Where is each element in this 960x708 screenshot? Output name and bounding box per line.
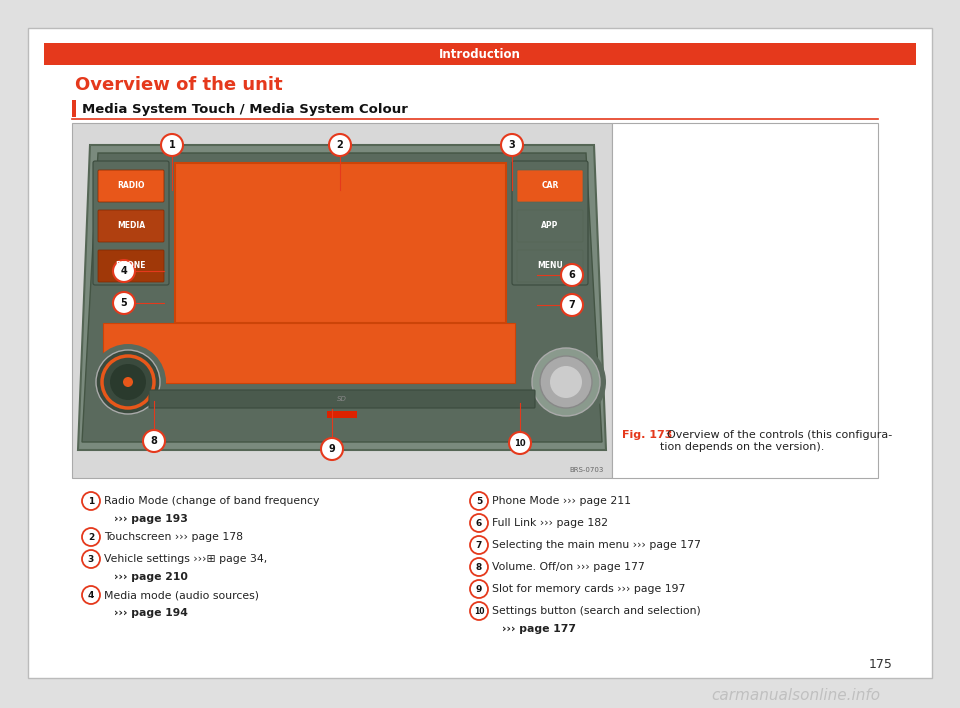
Text: SD: SD <box>337 396 347 402</box>
Text: 1: 1 <box>88 496 94 506</box>
Text: CAR: CAR <box>541 181 559 190</box>
Text: Media mode (audio sources): Media mode (audio sources) <box>104 590 259 600</box>
Circle shape <box>113 292 135 314</box>
Circle shape <box>90 344 166 420</box>
FancyBboxPatch shape <box>93 161 169 285</box>
Text: Selecting the main menu ››› page 177: Selecting the main menu ››› page 177 <box>492 540 701 550</box>
Circle shape <box>470 602 488 620</box>
FancyBboxPatch shape <box>28 28 932 678</box>
Text: Overview of the controls (this configura-
tion depends on the version).: Overview of the controls (this configura… <box>660 430 892 452</box>
Text: 2: 2 <box>337 140 344 150</box>
Circle shape <box>470 558 488 576</box>
Text: 10: 10 <box>473 607 484 615</box>
Text: Slot for memory cards ››› page 197: Slot for memory cards ››› page 197 <box>492 584 685 594</box>
Circle shape <box>561 264 583 286</box>
Text: 3: 3 <box>88 554 94 564</box>
Circle shape <box>509 432 531 454</box>
Circle shape <box>329 134 351 156</box>
Text: 1: 1 <box>169 140 176 150</box>
Text: 5: 5 <box>121 298 128 308</box>
Text: Overview of the unit: Overview of the unit <box>75 76 282 94</box>
FancyBboxPatch shape <box>612 123 878 478</box>
FancyBboxPatch shape <box>517 250 583 282</box>
Circle shape <box>321 438 343 460</box>
Circle shape <box>102 356 154 408</box>
Text: 4: 4 <box>87 590 94 600</box>
Circle shape <box>143 430 165 452</box>
Text: ››› page 193: ››› page 193 <box>114 514 188 524</box>
Polygon shape <box>82 153 602 442</box>
Circle shape <box>110 364 146 400</box>
FancyBboxPatch shape <box>72 123 612 478</box>
FancyBboxPatch shape <box>44 43 916 65</box>
Text: MEDIA: MEDIA <box>117 222 145 231</box>
FancyBboxPatch shape <box>175 163 506 323</box>
Text: 5: 5 <box>476 496 482 506</box>
Text: Introduction: Introduction <box>439 47 521 60</box>
Circle shape <box>161 134 183 156</box>
Text: 8: 8 <box>151 436 157 446</box>
Text: Full Link ››› page 182: Full Link ››› page 182 <box>492 518 608 528</box>
FancyBboxPatch shape <box>98 210 164 242</box>
Text: 9: 9 <box>328 444 335 454</box>
Text: MENU: MENU <box>538 261 563 270</box>
Circle shape <box>82 492 100 510</box>
Circle shape <box>470 514 488 532</box>
Text: 7: 7 <box>568 300 575 310</box>
Circle shape <box>470 492 488 510</box>
FancyBboxPatch shape <box>517 170 583 202</box>
Circle shape <box>470 580 488 598</box>
Text: Media System Touch / Media System Colour: Media System Touch / Media System Colour <box>82 103 408 115</box>
FancyBboxPatch shape <box>149 390 535 408</box>
Text: Volume. Off/on ››› page 177: Volume. Off/on ››› page 177 <box>492 562 645 572</box>
Text: 2: 2 <box>88 532 94 542</box>
Text: PHONE: PHONE <box>116 261 146 270</box>
Circle shape <box>82 550 100 568</box>
Polygon shape <box>78 145 606 450</box>
Text: 4: 4 <box>121 266 128 276</box>
Text: 9: 9 <box>476 585 482 593</box>
Circle shape <box>540 356 592 408</box>
FancyBboxPatch shape <box>98 170 164 202</box>
Circle shape <box>532 348 600 416</box>
Text: APP: APP <box>541 222 559 231</box>
Text: Touchscreen ››› page 178: Touchscreen ››› page 178 <box>104 532 243 542</box>
Circle shape <box>470 536 488 554</box>
FancyBboxPatch shape <box>512 161 588 285</box>
Text: BRS-0703: BRS-0703 <box>569 467 604 473</box>
Text: 6: 6 <box>476 518 482 527</box>
Text: 175: 175 <box>869 658 893 670</box>
FancyBboxPatch shape <box>98 250 164 282</box>
Text: 6: 6 <box>568 270 575 280</box>
Circle shape <box>526 342 606 422</box>
Text: Phone Mode ››› page 211: Phone Mode ››› page 211 <box>492 496 631 506</box>
Text: RADIO: RADIO <box>117 181 145 190</box>
Text: Settings button (search and selection): Settings button (search and selection) <box>492 606 701 616</box>
Circle shape <box>96 350 160 414</box>
Text: 10: 10 <box>515 438 526 447</box>
Text: 7: 7 <box>476 540 482 549</box>
Circle shape <box>501 134 523 156</box>
Text: carmanualsonline.info: carmanualsonline.info <box>710 688 880 704</box>
Circle shape <box>561 294 583 316</box>
Circle shape <box>123 377 133 387</box>
Text: Fig. 173: Fig. 173 <box>622 430 672 440</box>
FancyBboxPatch shape <box>517 210 583 242</box>
Text: Vehicle settings ›››⊞ page 34,: Vehicle settings ›››⊞ page 34, <box>104 554 267 564</box>
Text: 8: 8 <box>476 562 482 571</box>
Text: ››› page 177: ››› page 177 <box>502 624 576 634</box>
Circle shape <box>82 528 100 546</box>
Circle shape <box>550 366 582 398</box>
FancyBboxPatch shape <box>72 100 76 117</box>
Text: ››› page 194: ››› page 194 <box>114 608 188 618</box>
Text: 3: 3 <box>509 140 516 150</box>
Circle shape <box>82 586 100 604</box>
Circle shape <box>113 260 135 282</box>
Text: Radio Mode (change of band frequency: Radio Mode (change of band frequency <box>104 496 320 506</box>
Text: ››› page 210: ››› page 210 <box>114 572 188 582</box>
FancyBboxPatch shape <box>103 323 515 383</box>
FancyBboxPatch shape <box>327 411 357 418</box>
